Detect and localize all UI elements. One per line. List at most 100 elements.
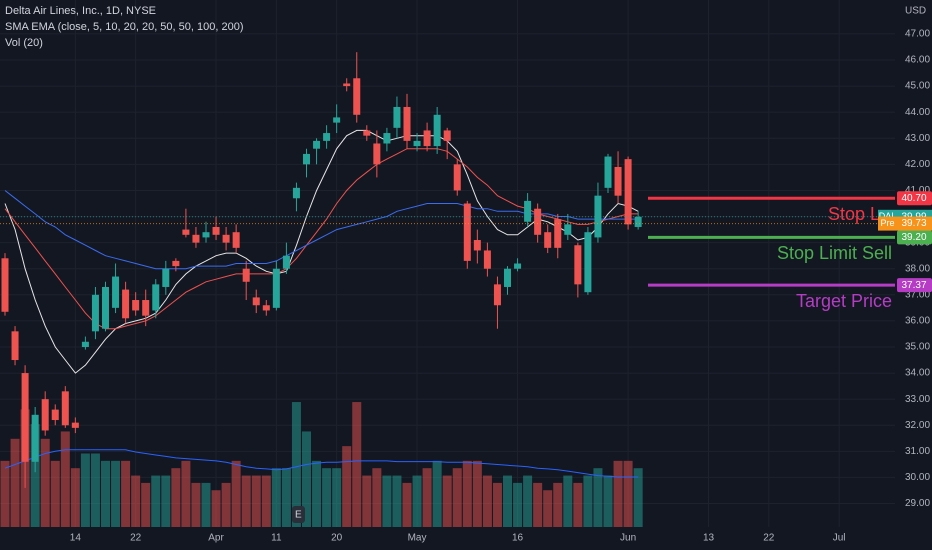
candle-body [433,114,441,147]
volume-bar [10,438,20,527]
volume-bar [553,482,563,527]
price-tag-label: 37.37 [901,280,926,291]
ma-line [4,190,639,270]
candle-body [202,232,210,238]
candle-body [112,276,120,308]
y-tick-label: 34.00 [905,368,930,379]
volume-bar [80,453,90,527]
volume-bar [362,475,372,527]
volume-bar [432,460,442,527]
volume-bar [613,460,623,527]
candle-body [504,268,511,287]
volume-ma-line [4,449,639,478]
volume-bar [50,460,60,527]
candle-body [403,106,411,141]
volume-bar [271,468,281,527]
price-tag [897,216,932,231]
candle-body [61,391,69,426]
candle-body [373,143,381,165]
volume-bar [442,475,452,527]
volume-bar [623,460,633,527]
candle-body [443,130,451,141]
candle-body [333,117,341,123]
volume-bar [40,438,50,527]
candle-body [252,297,260,306]
volume-bar [161,475,171,527]
candle-body [413,140,421,147]
candle-body [152,284,160,311]
volume-bar [452,468,462,527]
candle-body [363,130,371,136]
candle-body [51,409,59,421]
candle-body [122,289,130,319]
volume-bar [573,482,583,527]
y-tick-label: 46.00 [905,55,930,66]
volume-bar [171,468,181,527]
candle-body [564,224,572,235]
x-tick-label: 14 [70,533,82,544]
volume-bar [533,482,543,527]
volume-bar [312,460,322,527]
volume-bar [543,490,553,527]
x-tick-label: Jun [620,533,636,544]
volume-bar [261,475,271,527]
volume-bar [412,475,422,527]
volume-bar [402,482,412,527]
candle-body [182,229,190,235]
x-tick-label: 11 [271,533,282,544]
volume-bar [101,460,110,527]
candle-body [21,373,29,462]
volume-bar [392,475,402,527]
y-tick-label: 30.00 [905,472,930,483]
price-tag-label: 40.70 [901,193,926,204]
candle-body [81,341,89,347]
level-label: Target Price [796,291,892,311]
candle-body [614,166,622,196]
candle-body [473,240,481,251]
volume-legend: Vol (20) [5,37,43,49]
candle-body [323,133,331,141]
logo: E [292,506,305,523]
volume-bar [382,475,392,527]
volume-bar [633,468,643,527]
candle-body [544,232,552,248]
x-tick-label: 13 [703,533,715,544]
volume-bar [151,475,161,527]
candle-body [353,78,361,115]
candle-body [71,422,79,428]
x-tick-label: 22 [763,533,775,544]
candle-body [102,286,109,329]
price-tag [897,191,932,206]
price-tag [897,230,932,245]
x-tick-label: Jul [833,533,846,544]
volume-bar [131,475,141,527]
volume-bar [593,468,603,527]
volume-bar [372,468,382,527]
candle-body [292,187,300,199]
price-tag [878,216,897,231]
volume-bar [523,475,533,527]
volume-bar [342,446,352,527]
candle-body [242,268,250,282]
candle-body [31,414,39,462]
candle-body [393,106,401,128]
volume-bar [291,402,301,527]
price-tag [897,278,932,293]
candle-body [303,153,310,165]
candle-body [453,164,461,191]
candle-body [142,300,150,316]
y-tick-label: 42.00 [905,159,930,170]
ma-line [4,129,639,374]
chart-title: Delta Air Lines, Inc., 1D, NYSE [5,5,156,17]
indicator-legend: SMA EMA (close, 5, 10, 20, 20, 50, 50, 1… [5,21,243,33]
price-tag-name: Pre [880,218,894,228]
volume-bar [231,460,241,527]
candle-body [574,245,582,285]
y-tick-label: 35.00 [905,342,930,353]
ma-line [4,148,639,330]
volume-bar [0,460,10,527]
volume-bar [422,468,432,527]
volume-bar [30,424,40,527]
